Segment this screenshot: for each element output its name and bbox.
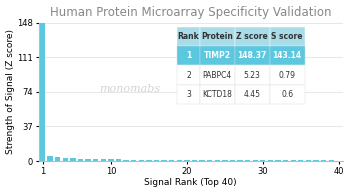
- FancyBboxPatch shape: [177, 27, 200, 46]
- Text: monomabs: monomabs: [99, 84, 160, 94]
- Bar: [101, 159, 106, 161]
- FancyBboxPatch shape: [235, 65, 270, 85]
- Bar: [154, 160, 159, 161]
- FancyBboxPatch shape: [177, 85, 200, 104]
- FancyBboxPatch shape: [200, 65, 235, 85]
- FancyBboxPatch shape: [270, 46, 304, 65]
- Bar: [260, 160, 266, 161]
- Text: Z score: Z score: [236, 32, 268, 41]
- Text: KCTD18: KCTD18: [202, 90, 232, 99]
- Bar: [177, 160, 182, 161]
- Text: 0.6: 0.6: [281, 90, 293, 99]
- Bar: [48, 156, 53, 161]
- Text: 0.79: 0.79: [279, 71, 296, 80]
- Bar: [290, 160, 296, 161]
- FancyBboxPatch shape: [270, 27, 304, 46]
- Text: 1: 1: [186, 51, 191, 60]
- Text: TIMP2: TIMP2: [204, 51, 231, 60]
- Bar: [116, 159, 121, 161]
- Y-axis label: Strength of Signal (Z score): Strength of Signal (Z score): [6, 29, 15, 154]
- Text: Rank: Rank: [177, 32, 199, 41]
- Bar: [131, 160, 136, 161]
- Bar: [245, 160, 250, 161]
- Bar: [85, 159, 91, 161]
- Bar: [253, 160, 258, 161]
- Bar: [222, 160, 228, 161]
- Bar: [237, 160, 243, 161]
- Bar: [283, 160, 288, 161]
- Bar: [184, 160, 190, 161]
- FancyBboxPatch shape: [200, 85, 235, 104]
- Bar: [306, 160, 311, 161]
- FancyBboxPatch shape: [235, 46, 270, 65]
- Bar: [268, 160, 273, 161]
- FancyBboxPatch shape: [177, 65, 200, 85]
- Bar: [199, 160, 205, 161]
- Bar: [55, 157, 61, 161]
- Text: 148.37: 148.37: [238, 51, 267, 60]
- Bar: [169, 160, 174, 161]
- FancyBboxPatch shape: [200, 46, 235, 65]
- FancyBboxPatch shape: [235, 85, 270, 104]
- Text: 4.45: 4.45: [244, 90, 261, 99]
- Bar: [161, 160, 167, 161]
- Text: PABPC4: PABPC4: [203, 71, 232, 80]
- Bar: [298, 160, 303, 161]
- Text: 2: 2: [186, 71, 191, 80]
- Bar: [321, 160, 326, 161]
- Text: S score: S score: [271, 32, 303, 41]
- Bar: [70, 158, 76, 161]
- Bar: [40, 22, 45, 161]
- FancyBboxPatch shape: [200, 27, 235, 46]
- FancyBboxPatch shape: [270, 85, 304, 104]
- Bar: [313, 160, 318, 161]
- Bar: [139, 160, 144, 161]
- Bar: [63, 158, 68, 161]
- Bar: [207, 160, 212, 161]
- Bar: [108, 159, 114, 161]
- X-axis label: Signal Rank (Top 40): Signal Rank (Top 40): [144, 179, 237, 187]
- FancyBboxPatch shape: [177, 46, 200, 65]
- Bar: [124, 160, 129, 161]
- Bar: [192, 160, 197, 161]
- Bar: [215, 160, 220, 161]
- Text: 3: 3: [186, 90, 191, 99]
- Text: 143.14: 143.14: [273, 51, 302, 60]
- Bar: [275, 160, 281, 161]
- FancyBboxPatch shape: [235, 27, 270, 46]
- Bar: [329, 160, 334, 161]
- FancyBboxPatch shape: [270, 65, 304, 85]
- Bar: [146, 160, 152, 161]
- Text: 5.23: 5.23: [244, 71, 261, 80]
- Text: Protein: Protein: [201, 32, 233, 41]
- Title: Human Protein Microarray Specificity Validation: Human Protein Microarray Specificity Val…: [50, 6, 331, 19]
- Bar: [230, 160, 235, 161]
- Bar: [93, 159, 98, 161]
- Bar: [78, 159, 83, 161]
